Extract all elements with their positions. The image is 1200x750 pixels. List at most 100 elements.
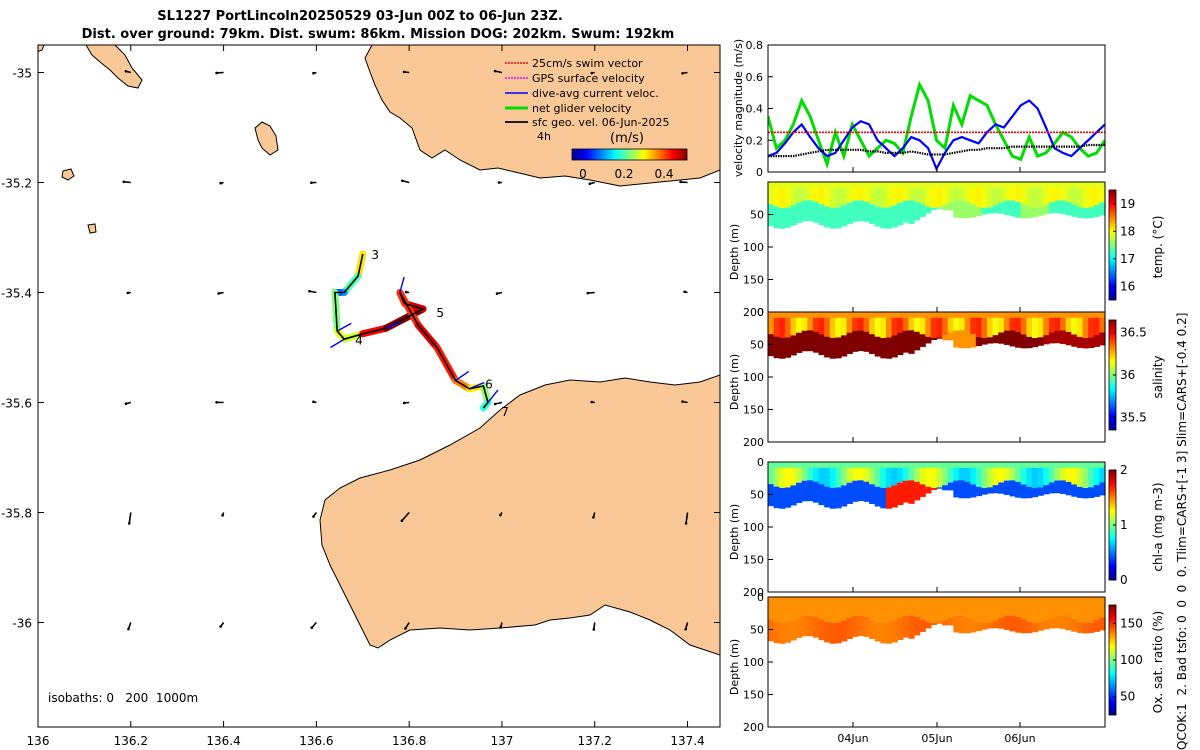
section-cell	[1088, 487, 1095, 499]
section-cell	[1082, 337, 1089, 349]
section-cell	[1020, 314, 1027, 335]
map-xtick-label: 137.2	[578, 734, 612, 748]
section-cell	[874, 464, 881, 487]
section-cell	[1093, 184, 1100, 206]
section-cell	[869, 464, 876, 485]
section-cell	[1088, 599, 1095, 623]
section-cell	[902, 615, 910, 638]
section-cell	[1003, 480, 1011, 495]
section-cell	[1020, 464, 1027, 485]
section-cell	[1009, 599, 1016, 616]
section-cell	[947, 202, 954, 211]
map-ytick-label: -35.2	[1, 177, 32, 191]
section-cell	[807, 480, 814, 502]
section-cell	[981, 184, 988, 208]
section-cell	[981, 464, 988, 488]
geo-arrow-head	[34, 71, 37, 74]
section-cell	[981, 337, 988, 345]
geo-arrow-head	[219, 181, 222, 185]
glider-track	[330, 250, 499, 412]
section-cell	[1099, 184, 1106, 203]
section-cell	[1065, 331, 1072, 346]
geo-arrow-head	[679, 180, 682, 184]
section-cell	[1071, 464, 1078, 485]
section-cell	[779, 314, 786, 338]
section-cell	[1031, 622, 1039, 633]
section-cell	[919, 314, 926, 335]
section-cell	[998, 314, 1005, 333]
section-ytick-label: 0	[757, 591, 764, 604]
section-cell	[942, 314, 949, 336]
section-cell	[784, 184, 792, 208]
section-cell	[885, 207, 893, 229]
section-cell	[863, 314, 870, 332]
section-cell	[807, 599, 814, 616]
section-cell	[998, 482, 1005, 494]
section-cell	[773, 599, 780, 622]
section-cell	[790, 599, 797, 621]
section-cell	[796, 184, 803, 203]
colorbar-label: (m/s)	[610, 131, 644, 146]
section-cell	[1082, 622, 1089, 634]
section-cell	[796, 202, 803, 223]
vel-ytick-label: 0.2	[746, 134, 764, 147]
geo-arrow-head	[683, 290, 686, 294]
map-xtick-label: 137	[490, 734, 513, 748]
velocity-panel: 0 0.2 0.4 0.6 0.8 velocity magnitude (m/s)	[732, 39, 1106, 179]
section-cell	[818, 334, 825, 356]
section-cell	[768, 314, 775, 335]
section-cell	[1054, 200, 1061, 214]
section-cell	[1065, 184, 1072, 202]
section-cell	[841, 620, 848, 642]
cbar-tick-label: 18	[1120, 224, 1135, 238]
section-ytick-label: 150	[743, 274, 764, 287]
section-cell	[841, 485, 848, 507]
section-cell	[790, 335, 797, 356]
geo-arrow-head	[122, 180, 126, 184]
vel-ytick-label: 0.6	[746, 71, 764, 84]
section-cell	[1048, 599, 1056, 618]
section-cell	[975, 336, 983, 347]
section-ytick-label: 100	[743, 241, 764, 254]
geo-arrow-head	[590, 71, 594, 75]
section-cell	[874, 206, 881, 227]
section-cell	[829, 314, 836, 338]
section-cell	[880, 599, 887, 623]
waypoint-label: 7	[501, 405, 509, 419]
section-cell	[981, 599, 988, 623]
section-cell	[846, 332, 853, 354]
section-cell	[1048, 464, 1056, 483]
section-cell	[1003, 464, 1011, 481]
section-cell	[902, 480, 910, 503]
section-cell	[914, 599, 921, 617]
section-cell	[807, 184, 814, 201]
vel-series-net	[768, 80, 1105, 170]
geo-arrow-head	[400, 519, 404, 523]
section-cell	[846, 184, 853, 203]
section-cell	[998, 464, 1005, 483]
geo-arrow-head	[401, 179, 404, 183]
section-cell	[841, 314, 848, 336]
section-cell	[964, 201, 971, 219]
section-cell	[1099, 482, 1106, 496]
time-axis: 04Jun 05Jun 06Jun	[837, 167, 1036, 745]
section-cell	[1071, 619, 1078, 632]
section-cell	[1054, 464, 1061, 481]
section-cell	[1003, 599, 1011, 616]
section-cell	[947, 332, 954, 341]
section-cell	[1054, 615, 1061, 629]
section-cell	[1026, 336, 1033, 349]
section-cell	[801, 200, 808, 222]
section-ylabel: Depth (m)	[728, 639, 741, 695]
section-cell	[1043, 620, 1050, 630]
section-cell	[1048, 617, 1056, 629]
section-cell	[1054, 314, 1061, 331]
section-cell	[1043, 599, 1050, 621]
section-cell	[936, 207, 943, 209]
section-cell	[1065, 314, 1072, 332]
section-cell	[1048, 482, 1056, 494]
section-cell	[1054, 184, 1061, 201]
section-cell	[852, 184, 859, 201]
section-cell	[925, 336, 932, 344]
